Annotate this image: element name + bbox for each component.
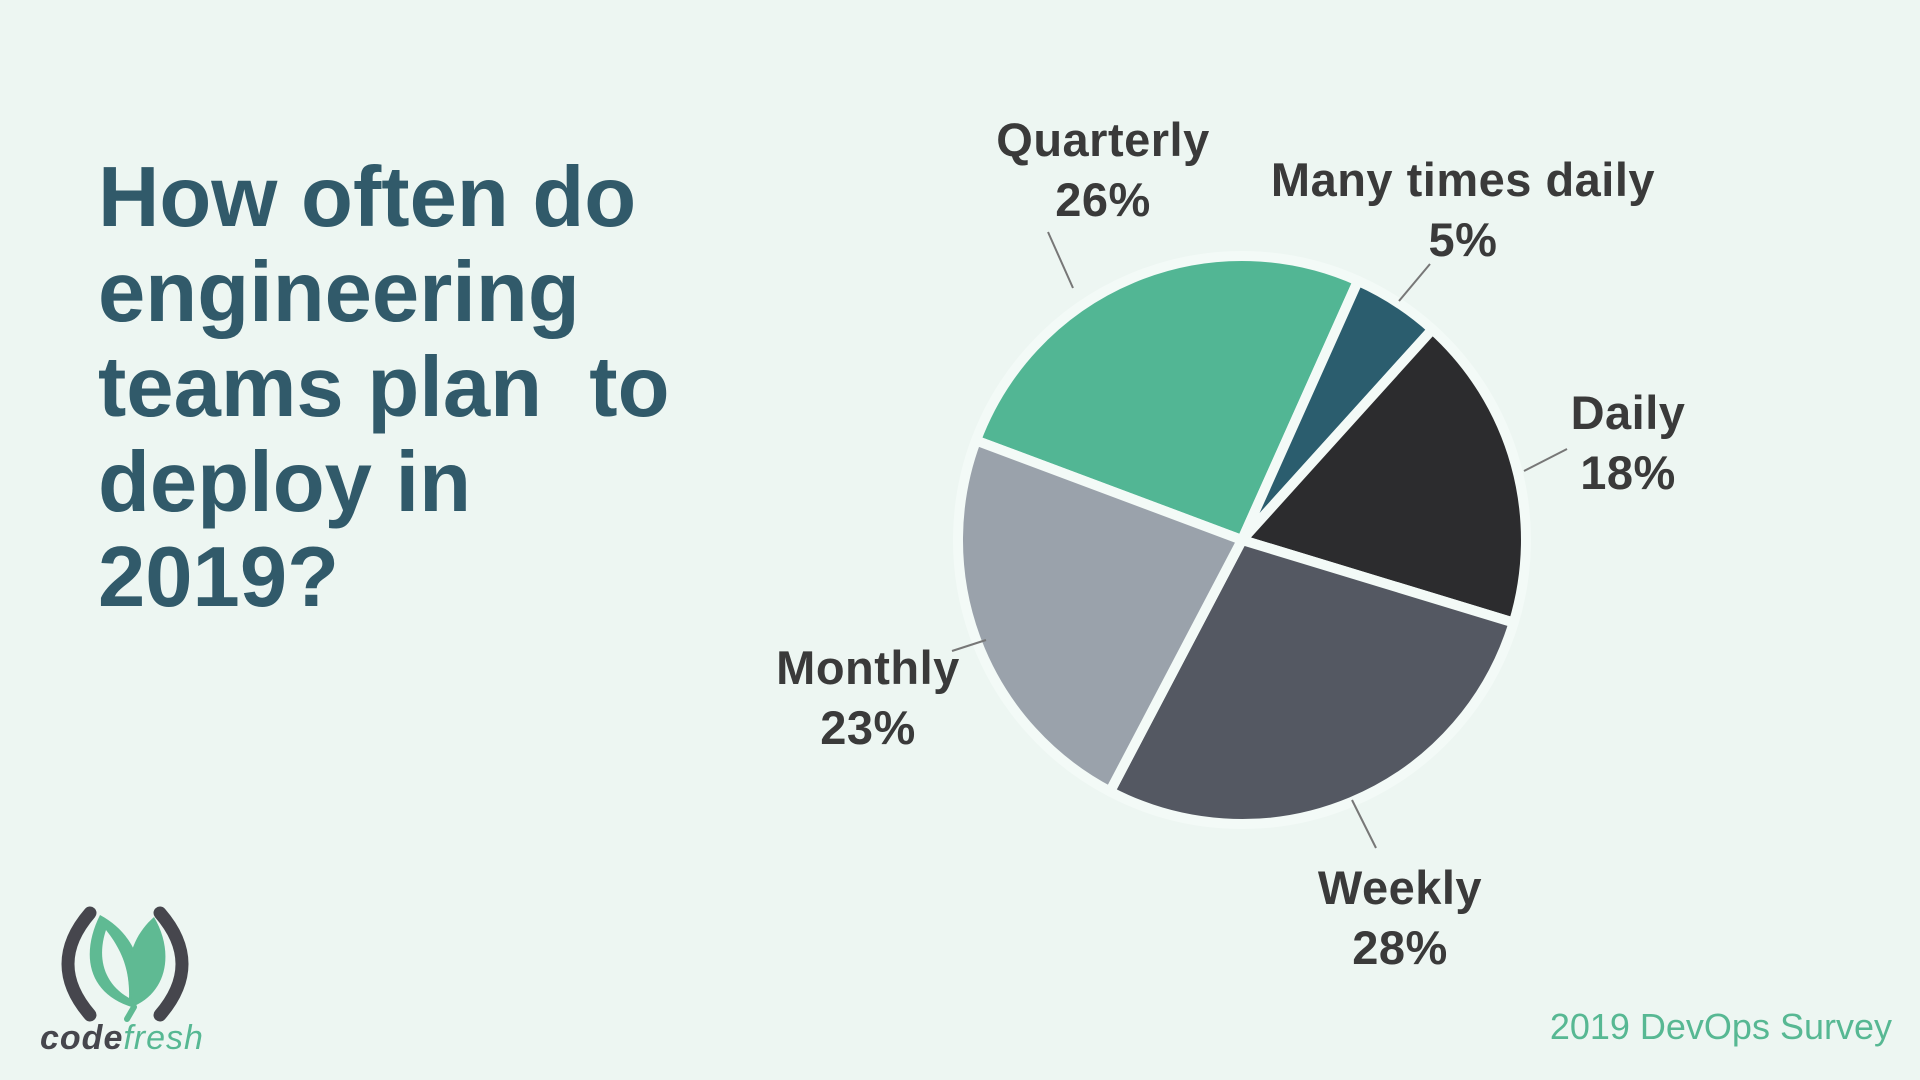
title-line: deploy in (98, 435, 472, 530)
leader-line-daily (1523, 448, 1568, 472)
leader-line-many-times-daily (1398, 263, 1431, 302)
leader-line-monthly (951, 639, 987, 652)
pie-label-value: 5% (1428, 213, 1498, 267)
pie-slice-quarterly (971, 251, 1363, 545)
logo-text-code: code (40, 1019, 124, 1057)
pie-label-name: Weekly (1317, 861, 1483, 914)
pie-label-quarterly: Quarterly 26% (996, 110, 1209, 230)
pie-label-name: Monthly (776, 641, 960, 694)
source-credit: 2019 DevOps Survey (1549, 1006, 1892, 1047)
title-line: engineering (98, 245, 580, 340)
pie-label-daily: Daily 18% (1571, 383, 1686, 503)
pie-label-value: 18% (1580, 446, 1676, 500)
pie-label-name: Quarterly (996, 113, 1210, 166)
pie-label-value: 26% (1055, 173, 1151, 227)
pie-label-monthly: Monthly 23% (776, 638, 960, 758)
title-line: teams plan to (98, 340, 670, 435)
pie-label-name: Many times daily (1270, 153, 1656, 206)
codefresh-logo: codefresh (38, 905, 238, 1065)
pie-label-name: Daily (1570, 386, 1686, 439)
logo-leaf-vein (102, 930, 130, 998)
pie-slice-monthly (953, 435, 1247, 797)
logo-right-paren (153, 906, 189, 1022)
codefresh-leaf-icon (61, 906, 189, 1022)
page-title: How often do engineering teams plan to depl… (98, 150, 738, 625)
logo-leaf-right (128, 917, 166, 1006)
pie-label-value: 23% (820, 701, 916, 755)
logo-leaf-stem (124, 1004, 137, 1022)
logo-text-fresh: fresh (123, 1019, 204, 1057)
title-line: 2019? (98, 530, 340, 625)
logo-left-paren (61, 906, 97, 1022)
leader-line-weekly (1351, 799, 1377, 849)
logo-wordmark: codefresh (40, 1019, 204, 1058)
pie-slice-daily (1237, 324, 1531, 628)
leader-line-quarterly (1047, 231, 1074, 289)
title-line: How often do (98, 150, 637, 245)
pie-slice-weekly (1105, 535, 1519, 830)
pie-label-many-times-daily: Many times daily 5% (1271, 150, 1655, 270)
pie-label-weekly: Weekly 28% (1318, 858, 1482, 978)
pie-label-value: 28% (1352, 921, 1448, 975)
